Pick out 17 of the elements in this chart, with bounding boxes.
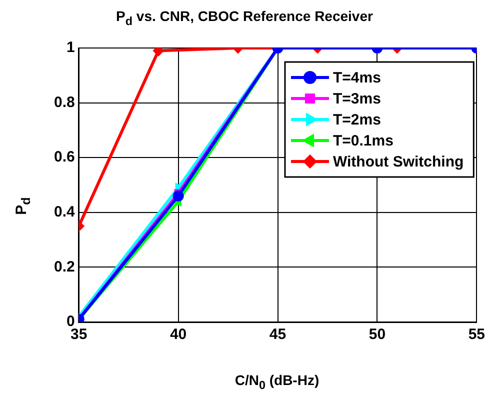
legend-label: Without Switching [332, 154, 464, 171]
x-tick-label: 55 [468, 326, 485, 344]
y-tick-label: 0.8 [54, 94, 75, 111]
legend-label: T=2ms [332, 112, 381, 129]
x-tick-label: 50 [368, 326, 386, 344]
x-tick-label: 40 [170, 326, 187, 344]
legend-label: T=4ms [332, 70, 381, 87]
y-tick-label: 1 [66, 39, 75, 56]
legend-label: T=0.1ms [332, 132, 394, 150]
x-axis-title: C/N$_{0}$ (dB-Hz) [234, 372, 320, 392]
legend-label: T=3ms [332, 90, 381, 108]
y-tick-label: 0.4 [54, 204, 76, 221]
y-tick-label: 0.2 [54, 258, 75, 276]
y-tick-label: 0.6 [54, 148, 75, 166]
chart-title: P$_{d}$ vs. CNR, CBOC Reference Receiver [115, 8, 374, 28]
x-tick-label: 45 [269, 326, 286, 344]
x-tick-label: 35 [70, 326, 88, 344]
